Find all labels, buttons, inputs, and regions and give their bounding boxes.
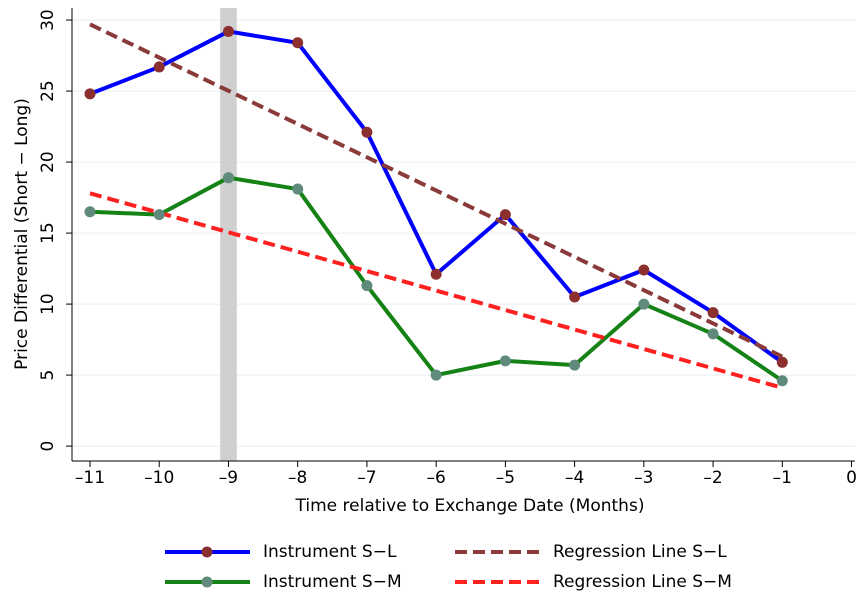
x-tick-label: –7 (357, 468, 376, 488)
point (361, 126, 373, 138)
y-tick-label: 30 (38, 9, 58, 31)
point (292, 183, 304, 195)
point (153, 61, 165, 73)
x-tick-label: –9 (219, 468, 238, 488)
x-tick-label: –4 (565, 468, 584, 488)
legend-marker (201, 576, 213, 588)
legend-marker (201, 546, 213, 558)
x-tick-label: –10 (144, 468, 174, 488)
shaded-band (220, 8, 237, 461)
x-tick-label: –11 (75, 468, 105, 488)
point (292, 37, 304, 49)
point (569, 291, 581, 303)
point (776, 356, 788, 368)
x-tick-label: –2 (703, 468, 722, 488)
series-line (89, 191, 783, 390)
x-axis-label: Time relative to Exchange Date (Months) (295, 496, 645, 516)
point (638, 264, 650, 276)
point (707, 307, 719, 319)
legend-label: Instrument S−M (263, 572, 402, 592)
y-tick-label: 20 (38, 151, 58, 173)
x-tick-label: –5 (496, 468, 515, 488)
y-tick-label: 5 (38, 370, 58, 381)
point (153, 209, 165, 221)
legend-label: Regression Line S−L (553, 542, 727, 562)
y-tick-label: 25 (38, 80, 58, 102)
x-tick-label: 0 (846, 468, 857, 488)
x-tick-label: –1 (773, 468, 792, 488)
point (430, 369, 442, 381)
point (499, 209, 511, 221)
y-tick-label: 0 (38, 441, 58, 452)
series-line (89, 22, 784, 359)
point (776, 375, 788, 387)
point (361, 280, 373, 292)
legend-label: Regression Line S−M (553, 572, 732, 592)
y-tick-label: 10 (38, 293, 58, 315)
x-tick-label: –3 (634, 468, 653, 488)
point (430, 268, 442, 280)
x-tick-label: –6 (426, 468, 445, 488)
x-tick-label: –8 (288, 468, 307, 488)
point (84, 206, 96, 218)
point (222, 172, 234, 184)
y-tick-label: 15 (38, 222, 58, 244)
point (569, 359, 581, 371)
legend-label: Instrument S−L (263, 542, 397, 562)
point (222, 25, 234, 37)
point (499, 355, 511, 367)
point (707, 328, 719, 340)
y-axis-label: Price Differential (Short − Long) (12, 98, 32, 370)
point (638, 298, 650, 310)
point (84, 88, 96, 100)
